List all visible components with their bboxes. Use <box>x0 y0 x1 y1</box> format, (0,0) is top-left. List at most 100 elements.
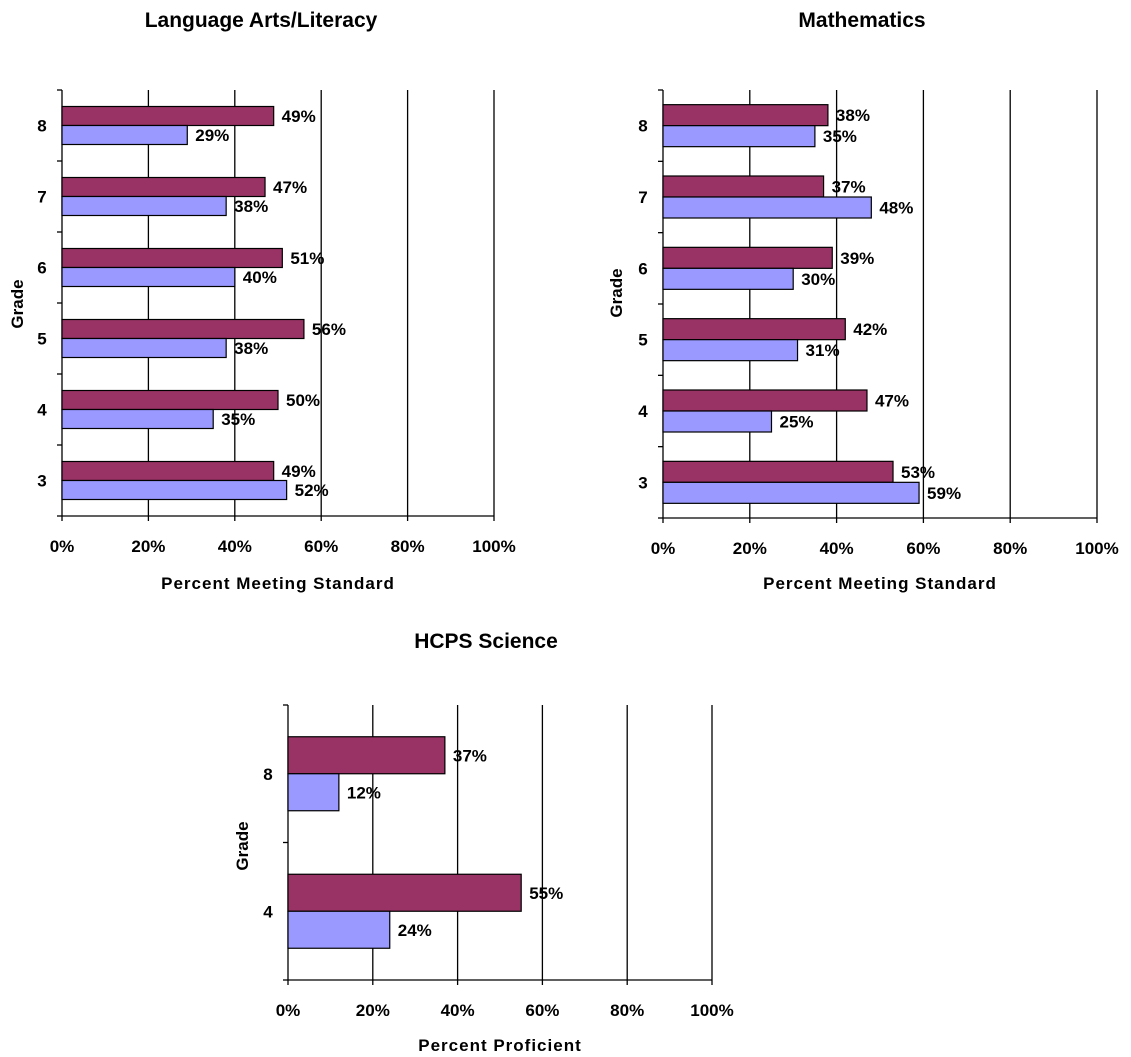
bar <box>61 318 305 340</box>
x-axis-title: Percent Meeting Standard <box>161 574 395 593</box>
data-label: 53% <box>901 463 935 482</box>
data-label: 38% <box>234 197 268 216</box>
data-label: 52% <box>295 481 329 500</box>
data-label: 55% <box>529 884 563 903</box>
x-axis-title: Percent Meeting Standard <box>763 574 997 593</box>
bar <box>662 104 829 127</box>
x-tick-label: 80% <box>993 539 1027 558</box>
bar <box>662 175 825 198</box>
data-label: 47% <box>875 392 909 411</box>
x-tick-label: 100% <box>690 1001 733 1020</box>
data-label: 40% <box>243 268 277 287</box>
category-label: 6 <box>37 259 46 278</box>
category-label: 8 <box>638 117 647 136</box>
x-tick-label: 100% <box>1075 539 1118 558</box>
y-axis-title: Grade <box>8 279 27 328</box>
x-tick-label: 60% <box>906 539 940 558</box>
category-label: 3 <box>37 472 46 491</box>
bar <box>61 408 214 430</box>
bar <box>662 410 773 433</box>
data-label: 38% <box>234 339 268 358</box>
category-label: 7 <box>638 188 647 207</box>
bar <box>61 124 188 146</box>
bar <box>287 773 340 812</box>
category-label: 4 <box>37 401 47 420</box>
data-label: 38% <box>836 106 870 125</box>
bar <box>662 196 872 219</box>
bar <box>287 873 522 912</box>
category-label: 4 <box>638 402 648 421</box>
bar <box>61 176 266 198</box>
y-axis-title: Grade <box>233 821 252 870</box>
bar <box>61 105 275 127</box>
bar <box>662 246 833 269</box>
y-axis-title: Grade <box>607 268 626 317</box>
x-axis-title: Percent Proficient <box>418 1036 582 1055</box>
data-label: 12% <box>347 783 381 802</box>
bar <box>662 318 846 341</box>
data-label: 37% <box>832 178 866 197</box>
bar <box>662 267 794 290</box>
x-tick-label: 100% <box>472 537 515 556</box>
data-label: 59% <box>927 484 961 503</box>
data-label: 50% <box>286 391 320 410</box>
data-label: 24% <box>398 921 432 940</box>
category-label: 3 <box>638 473 647 492</box>
data-label: 49% <box>282 107 316 126</box>
data-label: 35% <box>221 410 255 429</box>
bar <box>61 337 227 359</box>
data-label: 49% <box>282 462 316 481</box>
bar <box>61 460 275 482</box>
x-tick-label: 0% <box>276 1001 301 1020</box>
bar <box>662 339 799 362</box>
data-label: 29% <box>195 126 229 145</box>
bar <box>61 266 236 288</box>
x-tick-label: 20% <box>733 539 767 558</box>
bar <box>662 481 920 504</box>
category-label: 8 <box>263 765 272 784</box>
mathematics-chart: Mathematics Grade Percent Meeting Standa… <box>607 9 1119 593</box>
data-label: 56% <box>312 320 346 339</box>
data-label: 47% <box>273 178 307 197</box>
x-tick-label: 40% <box>441 1001 475 1020</box>
data-label: 39% <box>840 249 874 268</box>
x-tick-label: 20% <box>131 537 165 556</box>
bar <box>662 125 816 148</box>
x-tick-label: 40% <box>218 537 252 556</box>
data-label: 25% <box>780 413 814 432</box>
data-label: 30% <box>801 270 835 289</box>
x-tick-label: 60% <box>304 537 338 556</box>
bar <box>61 389 279 411</box>
x-tick-label: 60% <box>525 1001 559 1020</box>
category-label: 8 <box>37 117 46 136</box>
x-tick-label: 0% <box>651 539 676 558</box>
chart-title: HCPS Science <box>414 630 558 653</box>
category-label: 7 <box>37 188 46 207</box>
bar <box>662 389 868 412</box>
x-tick-label: 80% <box>610 1001 644 1020</box>
science-chart: HCPS Science Grade Percent Proficient 0%… <box>233 630 734 1055</box>
x-tick-label: 40% <box>820 539 854 558</box>
data-label: 42% <box>853 320 887 339</box>
data-label: 35% <box>823 127 857 146</box>
category-label: 5 <box>37 330 46 349</box>
category-label: 6 <box>638 259 647 278</box>
language-arts-chart: Language Arts/Literacy Grade Percent Mee… <box>8 9 516 593</box>
bar <box>61 479 288 501</box>
bar <box>287 736 446 775</box>
bar <box>61 195 227 217</box>
chart-title: Language Arts/Literacy <box>145 9 378 32</box>
x-tick-label: 0% <box>50 537 75 556</box>
chart-title: Mathematics <box>798 9 925 32</box>
category-label: 4 <box>263 902 273 921</box>
bar <box>61 247 283 269</box>
x-tick-label: 20% <box>356 1001 390 1020</box>
data-label: 31% <box>806 341 840 360</box>
data-label: 37% <box>453 746 487 765</box>
data-label: 48% <box>879 199 913 218</box>
category-label: 5 <box>638 331 647 350</box>
x-tick-label: 80% <box>391 537 425 556</box>
bar <box>662 460 894 483</box>
data-label: 51% <box>290 249 324 268</box>
